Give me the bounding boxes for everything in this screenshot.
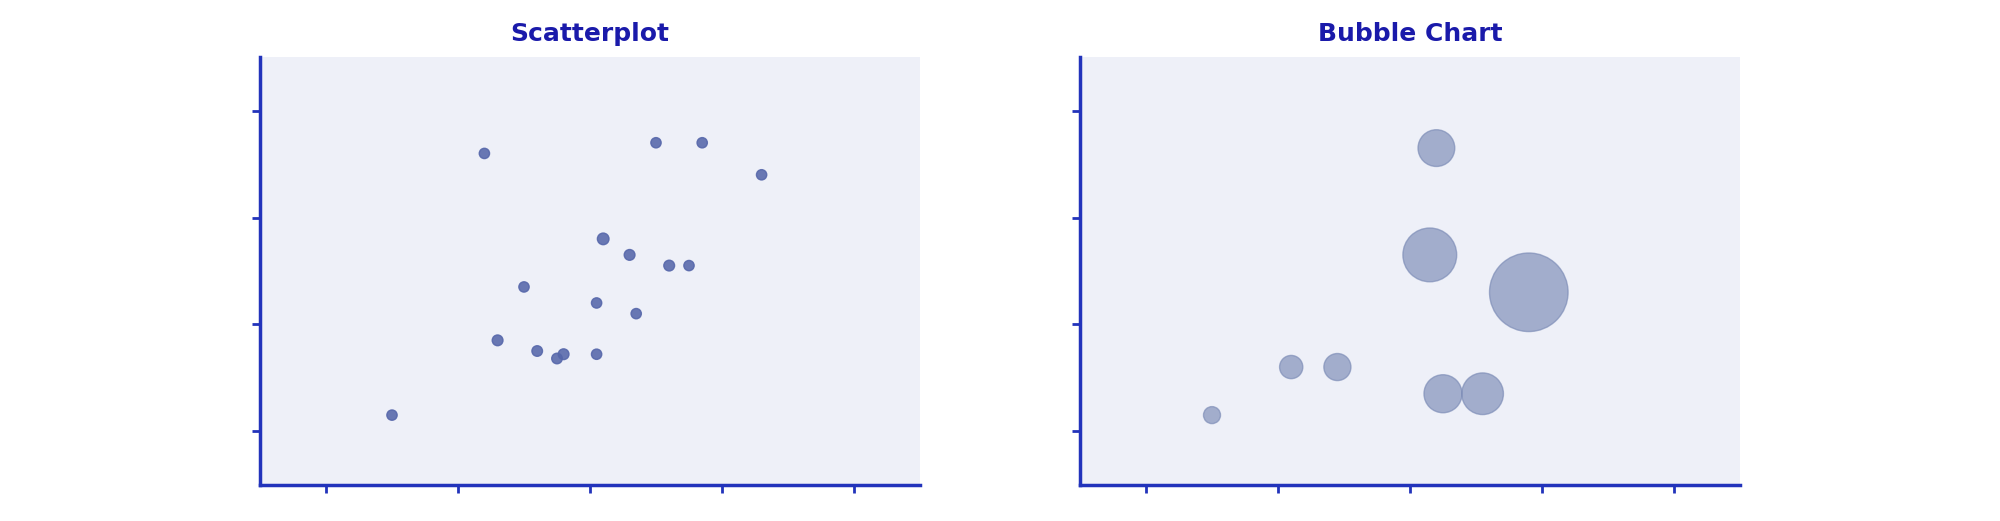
Point [1466,390,1498,398]
Point [540,354,574,363]
Point [1196,411,1228,419]
Title: Scatterplot: Scatterplot [510,22,670,46]
Point [654,262,686,270]
Point [1322,363,1354,371]
Point [1428,390,1460,398]
Point [588,235,620,243]
Point [522,347,554,355]
Point [468,150,500,158]
Point [1512,288,1544,296]
Point [614,251,646,259]
Point [1276,363,1308,371]
Point [548,350,580,358]
Point [746,171,778,179]
Point [686,139,718,147]
Point [580,350,612,358]
Point [1414,251,1446,259]
Point [672,262,706,270]
Point [620,309,652,318]
Point [580,299,612,307]
Point [640,139,672,147]
Title: Bubble Chart: Bubble Chart [1318,22,1502,46]
Point [482,336,514,344]
Point [376,411,408,419]
Point [508,283,540,291]
Point [1420,144,1452,152]
